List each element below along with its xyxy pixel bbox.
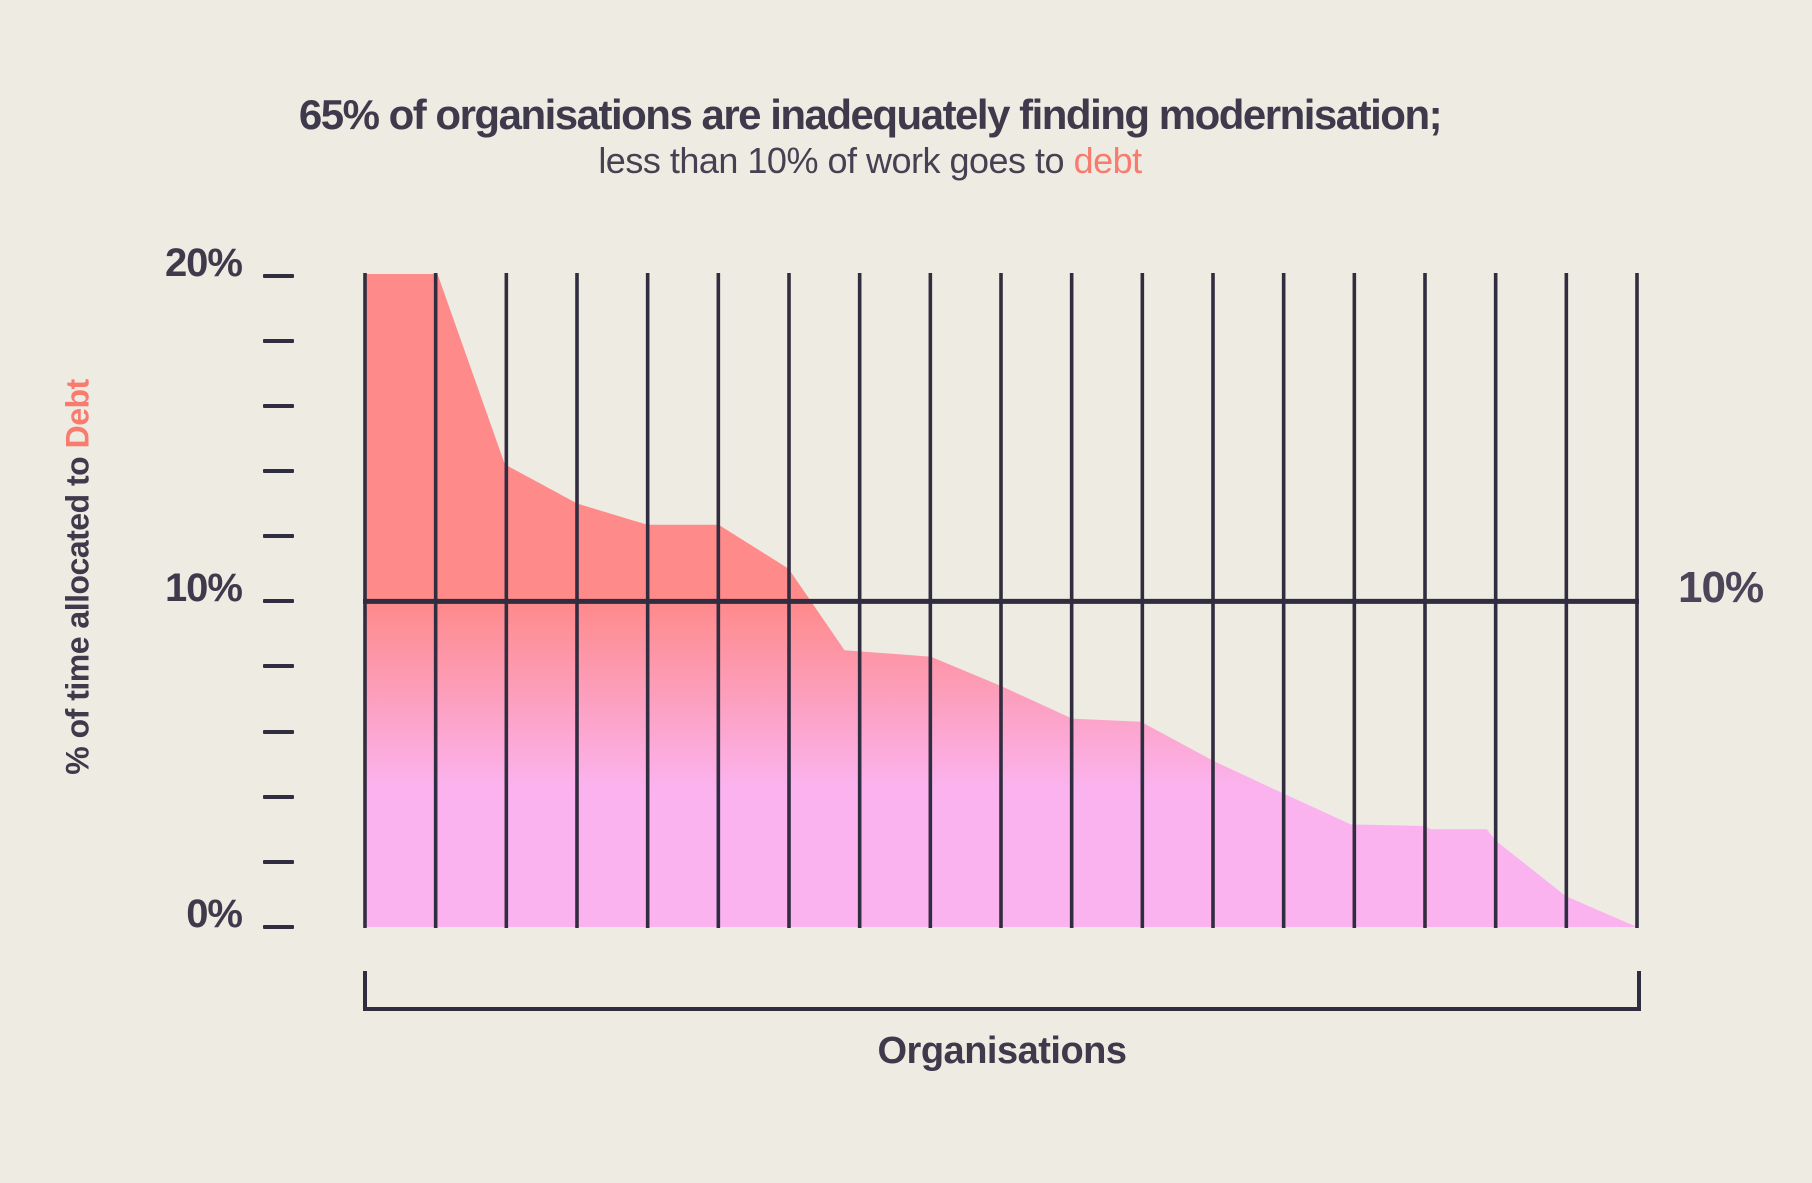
- y-axis-tick: [263, 729, 294, 734]
- y-axis-tick: [263, 338, 294, 343]
- y-axis-tick: [263, 664, 294, 669]
- y-axis-tick: [263, 859, 294, 864]
- y-axis-tick: [263, 469, 294, 474]
- y-axis-title: % of time allocated to Debt: [60, 379, 97, 774]
- y-axis-title-text: % of time allocated to: [59, 448, 96, 775]
- x-axis-bracket-left-tick: [363, 971, 367, 1011]
- x-axis-title: Organisations: [877, 1030, 1128, 1072]
- chart-title-accent-debt: debt: [1073, 140, 1143, 182]
- area-chart-svg: [363, 273, 1639, 928]
- y-axis-tick: [263, 794, 294, 799]
- y-axis-tick: [263, 534, 294, 539]
- area-chart: [363, 273, 1639, 928]
- x-axis-bracket-right-tick: [1637, 971, 1641, 1011]
- y-axis-tick: [263, 599, 294, 604]
- y-axis-tick-label: 10%: [164, 566, 243, 611]
- chart-title-line1: 65% of organisations are inadequately fi…: [298, 91, 1443, 138]
- debt-area-series: [365, 274, 1637, 927]
- chart-title: 65% of organisations are inadequately fi…: [0, 91, 1740, 183]
- y-axis-title-accent-debt: Debt: [59, 379, 96, 449]
- x-axis-bracket-line: [363, 1007, 1641, 1011]
- y-axis-tick: [263, 273, 294, 278]
- y-axis-tick: [263, 403, 294, 408]
- chart-title-line2-text: less than 10% of work goes to: [598, 140, 1074, 182]
- y-axis-tick-label: 0%: [186, 892, 243, 936]
- y-axis-tick: [263, 925, 294, 929]
- y-axis-tick-label: 20%: [164, 240, 243, 285]
- chart-title-line2: less than 10% of work goes to debt: [0, 138, 1740, 183]
- right-reference-label: 10%: [1678, 563, 1764, 612]
